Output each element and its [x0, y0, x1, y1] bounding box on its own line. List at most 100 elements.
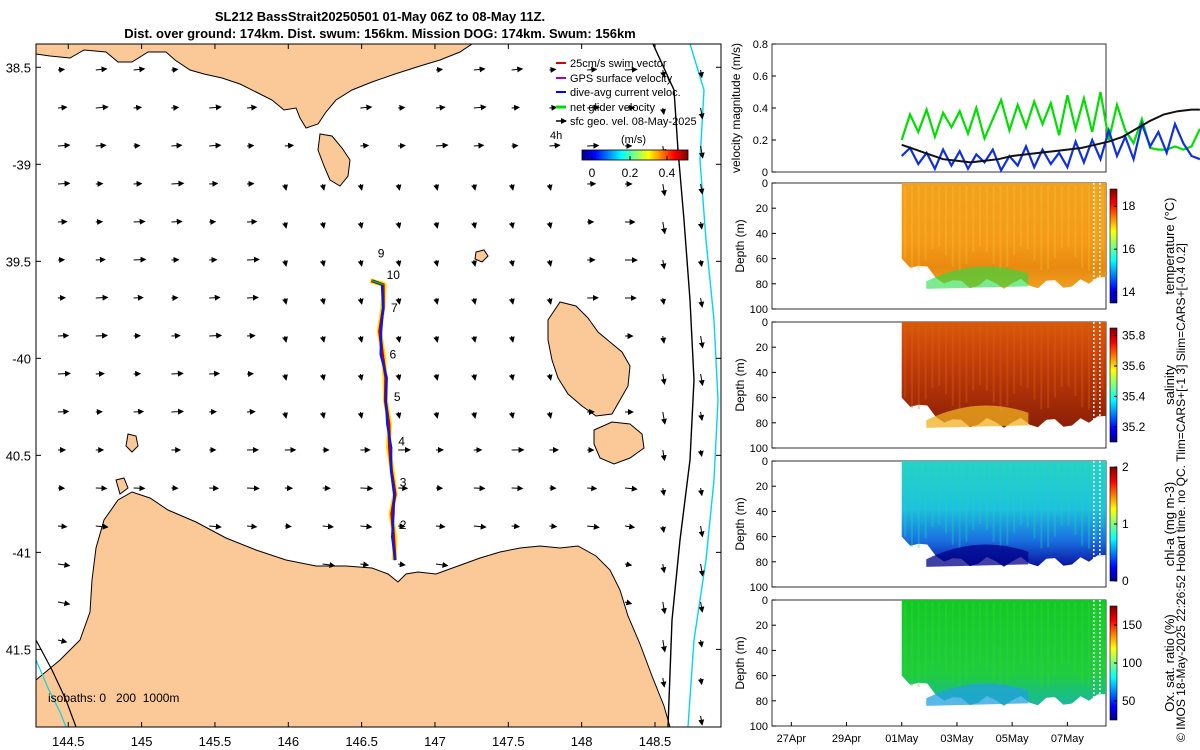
current-vector — [57, 600, 71, 607]
current-vector — [471, 259, 477, 267]
current-vector — [435, 104, 446, 111]
colorbar-tick-label: 14 — [1122, 285, 1136, 299]
current-vector — [546, 183, 553, 191]
current-vector — [319, 335, 326, 343]
section-field — [901, 461, 1106, 567]
velocity-ytick-label: 0 — [762, 167, 768, 179]
current-vector — [660, 259, 667, 270]
section-field — [901, 322, 1106, 428]
section-ylabel: Depth (m) — [733, 219, 747, 272]
land-king-island — [125, 433, 139, 453]
current-vector — [284, 142, 295, 149]
current-vector — [698, 411, 705, 422]
colorbar-tick-label: 2 — [1122, 460, 1129, 474]
track-day-label: 9 — [378, 246, 385, 260]
time-xtick-label: 05May — [996, 733, 1030, 745]
current-vector — [398, 142, 406, 149]
current-vector — [319, 297, 326, 305]
current-vector — [95, 142, 107, 149]
land-islet — [474, 249, 489, 263]
current-vector — [511, 523, 521, 530]
section-colorbar — [1109, 188, 1118, 304]
current-vector — [319, 373, 326, 381]
time-xtick-label: 01May — [885, 733, 919, 745]
time-xtick-label: 29Apr — [832, 733, 862, 745]
current-vector — [473, 104, 487, 111]
colorbar-tick-0.4: 0.4 — [659, 166, 676, 180]
section-ytick-label: 0 — [762, 595, 768, 607]
current-vector — [508, 297, 515, 305]
current-vector — [357, 259, 364, 267]
section-ytick-label: 40 — [756, 645, 768, 657]
map-xtick-label: 146 — [277, 734, 299, 749]
chart-title-line1: SL212 BassStrait20250501 01-May 06Z to 0… — [214, 9, 546, 24]
section-ytick-label: 20 — [756, 342, 768, 354]
current-vector — [246, 256, 260, 263]
legend-4h: 4h — [550, 130, 562, 142]
current-vector — [435, 561, 449, 568]
current-vector — [360, 142, 370, 149]
current-vector — [171, 66, 179, 73]
current-vector — [624, 599, 633, 606]
current-vector — [660, 107, 666, 115]
current-vector — [660, 183, 667, 197]
velocity-ylabel: velocity magnitude (m/s) — [730, 43, 743, 173]
current-vector — [209, 104, 222, 111]
track-day-label: 7 — [391, 301, 398, 315]
current-vector — [57, 66, 66, 73]
current-vectors — [57, 66, 705, 726]
current-vector — [697, 449, 704, 457]
colorbar-tick-label: 50 — [1122, 694, 1136, 708]
legend-gps-velocity: GPS surface velocity — [570, 73, 673, 85]
land-tasmania — [36, 491, 671, 727]
colorbar-tick-label: 35.2 — [1122, 420, 1146, 434]
right-panels: 0 0.2 0.4 0.6 0.8 velocity magnitude (m/s) 0… — [730, 39, 1200, 745]
current-vector — [508, 335, 515, 343]
current-vector — [395, 411, 402, 419]
map-legend: 25cm/s swim vector GPS surface velocity … — [550, 58, 697, 180]
current-vector — [95, 66, 108, 73]
current-vector — [549, 66, 557, 73]
current-vector — [660, 373, 667, 385]
current-vector — [319, 183, 326, 191]
section-ytick-label: 80 — [756, 279, 768, 291]
velocity-ytick-label: 0.8 — [753, 39, 768, 51]
current-vector — [395, 183, 402, 191]
velocity-series-sfc-geo-vel- — [901, 108, 1200, 164]
isobath-200m — [687, 44, 719, 727]
colorbar-tick-label: 35.6 — [1122, 359, 1146, 373]
section-colorbar-label: temperature (°C) — [1162, 198, 1177, 295]
land-victoria — [36, 44, 473, 129]
current-vector — [660, 601, 667, 615]
current-vector — [282, 259, 288, 267]
current-vector — [57, 104, 68, 111]
current-vector — [471, 221, 477, 229]
current-vector — [95, 523, 109, 530]
colorbar-tick-label: 1 — [1122, 517, 1129, 531]
map-xtick-label: 148.5 — [639, 734, 672, 749]
section-ytick-label: 100 — [750, 721, 768, 733]
current-vector — [133, 104, 143, 111]
current-vector — [473, 66, 486, 73]
current-vector — [357, 183, 364, 191]
chart-title-line2: Dist. over ground: 174km. Dist. swum: 15… — [124, 26, 636, 41]
map-ytick-label: 38.5 — [6, 60, 31, 75]
track-day-label: 4 — [398, 435, 405, 449]
current-vector — [433, 411, 440, 419]
current-vector — [698, 335, 705, 349]
legend-swim-vector: 25cm/s swim vector — [570, 58, 667, 70]
colorbar-tick-label: 35.8 — [1122, 329, 1146, 343]
current-vector — [624, 523, 636, 530]
current-vector — [546, 297, 553, 305]
current-vector — [282, 373, 288, 381]
map-ytick-label: 41.5 — [6, 642, 31, 657]
section-field — [901, 183, 1106, 289]
credit-line: © IMOS 18-May-2025 22:26:52 Hobart time.… — [1174, 243, 1188, 742]
current-vector — [433, 373, 440, 381]
current-vector — [698, 601, 705, 613]
current-vector — [587, 104, 600, 111]
current-vector — [698, 487, 704, 497]
glider-track-blue — [372, 279, 397, 561]
map-axis-ticks: 144.5 145 145.5 146 146.5 147 147.5 148 148.5 38.… — [6, 44, 721, 749]
map-xtick-label: 146.5 — [345, 734, 378, 749]
